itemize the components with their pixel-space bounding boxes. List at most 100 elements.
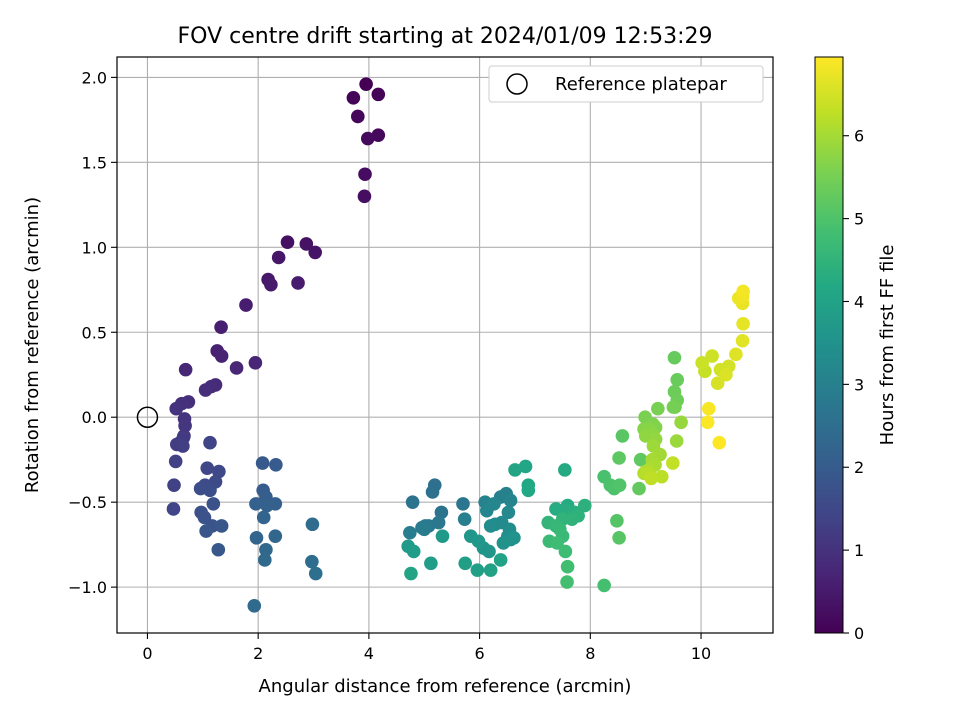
legend: Reference platepar xyxy=(488,65,764,103)
data-point xyxy=(670,373,685,387)
data-point xyxy=(259,542,273,557)
data-point xyxy=(214,349,229,363)
colorbar-tick-label: 3 xyxy=(854,375,864,394)
x-tick-label: 0 xyxy=(142,644,152,663)
data-point xyxy=(644,471,659,486)
data-point xyxy=(403,525,417,540)
data-point xyxy=(712,435,727,450)
data-point xyxy=(695,356,709,370)
data-point xyxy=(565,512,579,526)
data-point xyxy=(405,495,420,509)
data-point xyxy=(424,556,438,571)
data-point xyxy=(249,531,264,545)
data-point xyxy=(560,559,575,574)
data-point xyxy=(483,563,498,577)
data-point xyxy=(493,553,508,567)
data-point xyxy=(507,531,521,545)
data-point xyxy=(358,167,372,182)
legend-reference-marker xyxy=(506,73,528,95)
x-tick-label: 4 xyxy=(364,644,374,663)
colorbar-tick-label: 4 xyxy=(854,292,864,311)
data-point xyxy=(269,457,283,472)
data-point xyxy=(503,493,518,508)
data-point xyxy=(360,131,375,146)
data-point xyxy=(483,519,498,533)
data-point xyxy=(417,522,432,537)
data-point xyxy=(471,534,486,549)
data-point xyxy=(271,250,286,265)
data-point xyxy=(167,478,181,492)
y-tick-label: 0.5 xyxy=(82,323,107,342)
x-axis-ticks: 0 2 4 6 8 10 xyxy=(142,633,711,663)
data-point xyxy=(736,284,750,299)
data-point xyxy=(434,505,449,520)
data-point xyxy=(346,90,361,105)
data-point xyxy=(457,512,472,526)
data-point xyxy=(435,529,450,543)
colorbar-tick-label: 1 xyxy=(854,541,864,560)
plot-frame xyxy=(116,56,774,634)
x-tick-label: 8 xyxy=(585,644,595,663)
data-point xyxy=(255,456,270,470)
data-point xyxy=(249,497,263,511)
y-tick-label: 1.5 xyxy=(82,153,107,172)
data-point xyxy=(169,401,184,416)
data-point xyxy=(206,497,221,511)
data-point xyxy=(256,510,271,525)
data-point xyxy=(710,376,725,391)
y-axis-label: Rotation from reference (arcmin) xyxy=(22,197,43,493)
data-point xyxy=(359,77,373,91)
data-point xyxy=(178,362,193,377)
colorbar-gradient xyxy=(814,56,844,634)
data-point xyxy=(308,566,323,581)
x-tick-label: 2 xyxy=(253,644,263,663)
data-point xyxy=(291,276,305,290)
y-tick-label: −0.5 xyxy=(68,493,107,512)
data-point xyxy=(229,361,244,375)
data-point xyxy=(496,536,511,550)
data-point xyxy=(308,245,322,260)
data-point xyxy=(168,454,183,469)
data-point xyxy=(247,599,262,613)
data-point xyxy=(239,298,253,312)
data-point xyxy=(560,575,574,589)
data-point xyxy=(357,189,372,204)
x-axis-label: Angular distance from reference (arcmin) xyxy=(259,676,632,697)
data-point xyxy=(214,320,228,334)
data-point xyxy=(351,109,365,124)
data-point xyxy=(176,439,190,453)
data-point xyxy=(701,401,716,416)
data-point xyxy=(198,383,213,397)
data-point xyxy=(666,400,681,414)
data-point xyxy=(178,418,192,433)
data-point xyxy=(305,554,319,569)
data-point xyxy=(633,452,648,467)
data-point xyxy=(521,483,536,498)
data-point xyxy=(612,531,626,545)
colorbar-tick-label: 2 xyxy=(854,458,864,477)
data-point xyxy=(305,517,320,532)
data-point xyxy=(700,415,715,430)
data-point xyxy=(729,347,743,362)
data-point xyxy=(518,459,533,474)
reference-marker-layer xyxy=(136,406,159,428)
legend-box xyxy=(488,65,764,103)
colorbar-label: Hours from first FF file xyxy=(877,245,898,446)
data-point xyxy=(597,578,611,593)
data-point xyxy=(258,553,272,567)
data-point xyxy=(508,463,522,477)
data-point xyxy=(371,128,386,142)
data-point xyxy=(456,497,470,511)
colorbar-ticks: 0 1 2 3 4 5 6 xyxy=(843,127,864,643)
data-point xyxy=(211,542,226,557)
data-point xyxy=(558,544,573,559)
data-point xyxy=(371,87,386,102)
colorbar-tick-label: 6 xyxy=(854,127,864,146)
x-tick-label: 10 xyxy=(691,644,711,663)
data-point xyxy=(651,401,665,416)
data-point xyxy=(425,485,440,499)
data-point xyxy=(615,429,630,443)
legend-label: Reference platepar xyxy=(555,74,727,95)
data-point xyxy=(482,544,496,559)
